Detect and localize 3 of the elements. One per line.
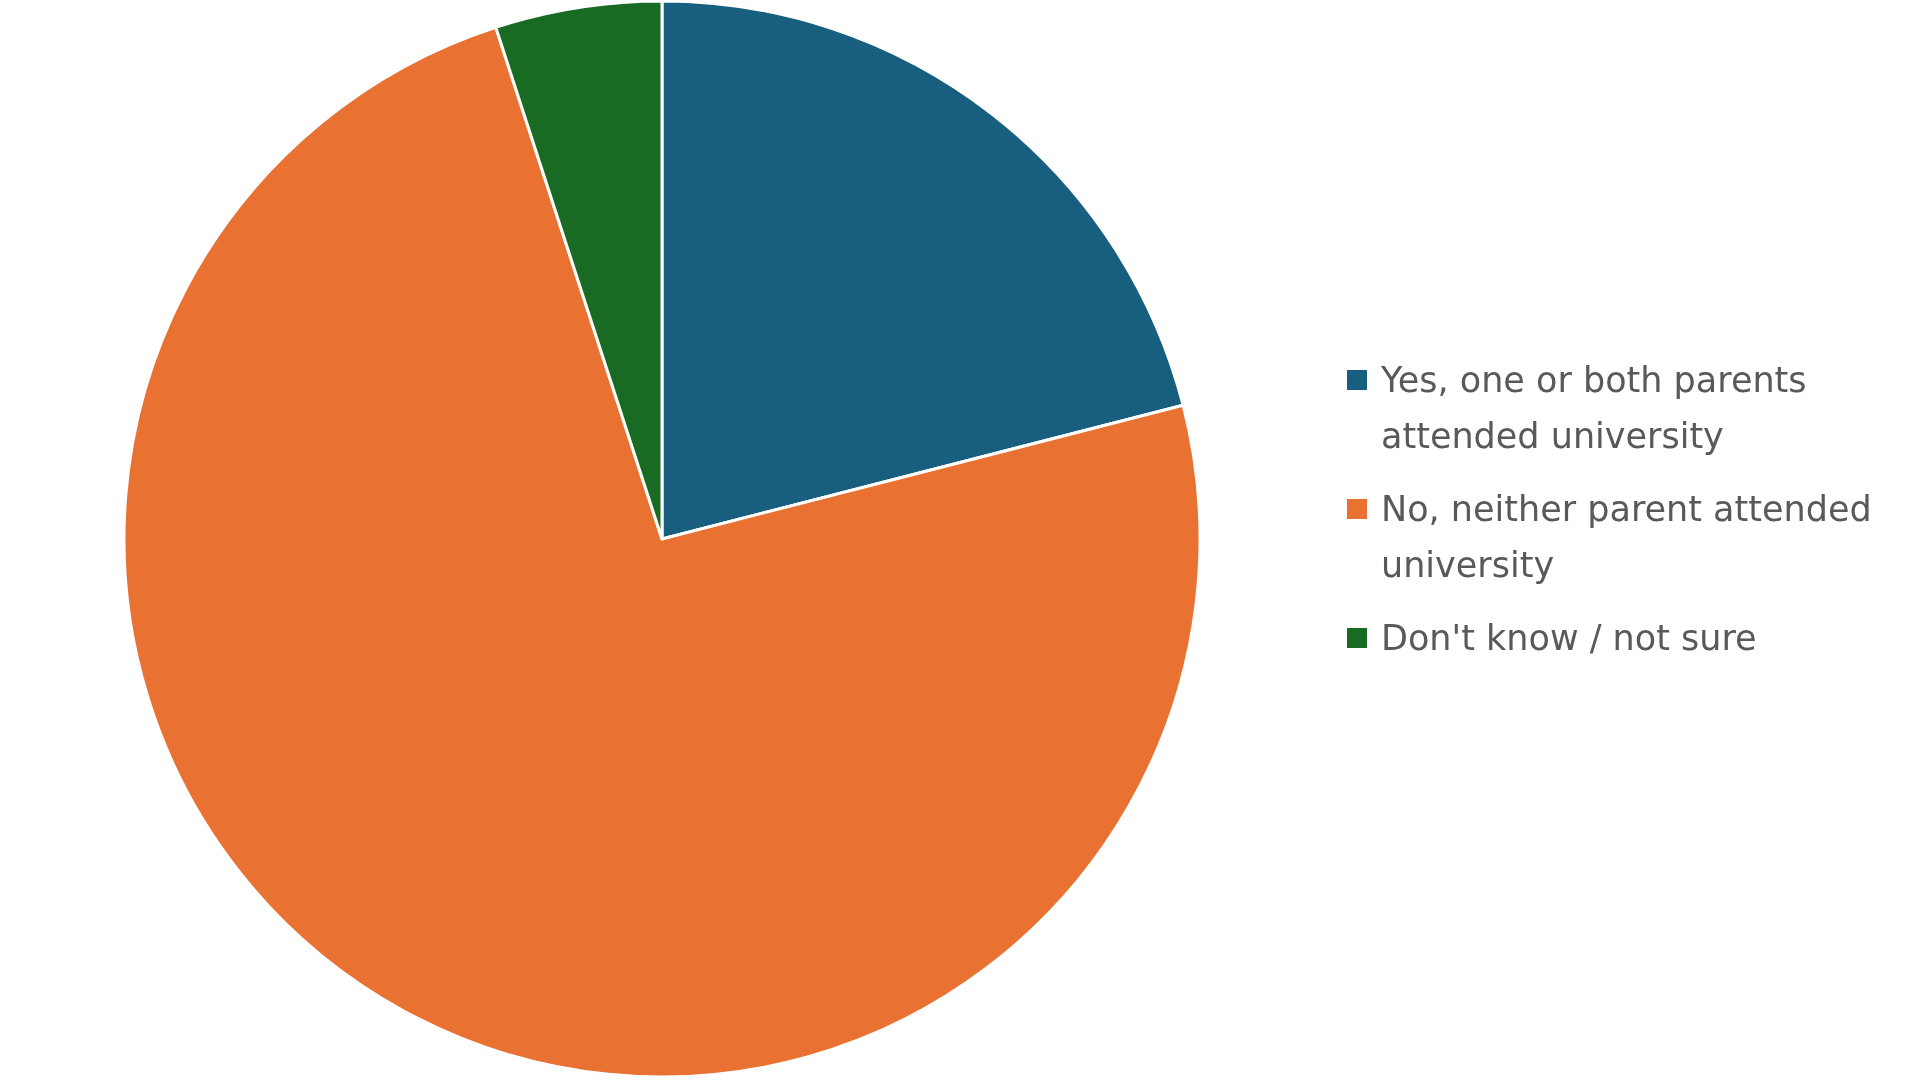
legend-label: Yes, one or both parents attended university — [1380, 360, 1807, 456]
legend-label: No, neither parent attended university — [1381, 489, 1872, 585]
legend-label: Don't know / not sure — [1381, 618, 1757, 658]
